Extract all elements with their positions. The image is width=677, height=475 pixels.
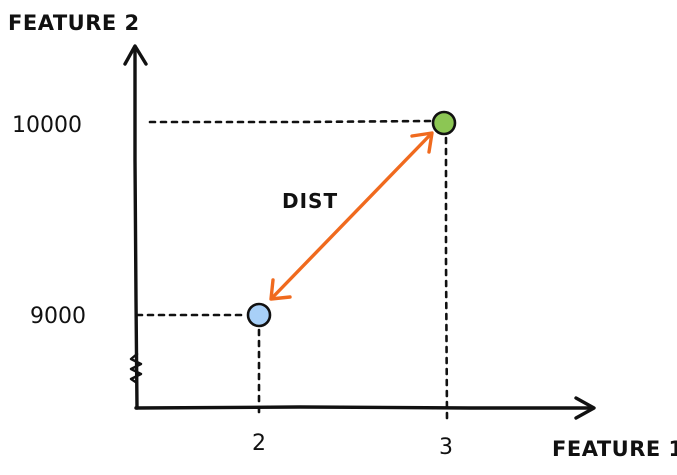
y-tick-label-9000: 9000 bbox=[30, 304, 86, 329]
x-tick-label-2: 2 bbox=[252, 431, 266, 456]
y-axis-break-icon bbox=[129, 352, 143, 385]
x-tick-label-3: 3 bbox=[439, 435, 453, 460]
x-axis-title: FEATURE 1 bbox=[552, 437, 677, 461]
point-b bbox=[431, 110, 457, 136]
y-tick-label-10000: 10000 bbox=[12, 113, 82, 138]
guide-line-y-10000 bbox=[148, 119, 432, 124]
x-axis-arrowhead bbox=[574, 396, 596, 420]
y-axis-title: FEATURE 2 bbox=[8, 11, 140, 35]
distance-arrowhead-start bbox=[269, 278, 292, 301]
y-axis-arrowhead bbox=[123, 44, 148, 66]
point-a bbox=[246, 302, 272, 328]
distance-arrow bbox=[269, 131, 434, 301]
distance-line bbox=[270, 132, 433, 300]
distance-label: DIST bbox=[282, 189, 338, 213]
guide-line-x-3 bbox=[444, 136, 449, 420]
distance-arrowhead-end bbox=[410, 131, 434, 154]
x-axis-line bbox=[134, 405, 594, 410]
